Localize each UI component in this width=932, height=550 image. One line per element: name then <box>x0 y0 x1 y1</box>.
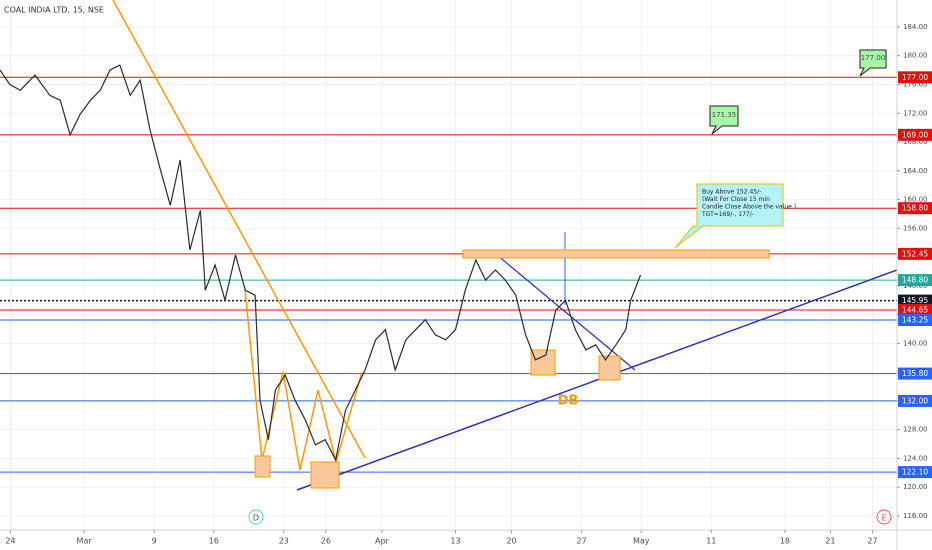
price-level-label: 132.00 <box>902 396 928 405</box>
callout-text: Candle Close Above the value ) <box>702 204 796 211</box>
y-tick-label: 172.00 <box>903 109 928 117</box>
target-label: 177.00 <box>861 54 886 62</box>
zone <box>598 355 621 381</box>
price-level-label: 169.00 <box>902 130 928 139</box>
callout-text: Buy Above 152.45/- <box>702 189 761 196</box>
x-tick-label: 21 <box>825 537 835 546</box>
x-tick-label: 27 <box>577 537 587 546</box>
y-tick-label: 184.00 <box>903 23 928 31</box>
price-level-badge <box>898 128 932 141</box>
price-level-label: 148.80 <box>902 276 928 285</box>
event-label: E <box>881 514 886 523</box>
x-tick-label: 9 <box>152 537 157 546</box>
y-tick-label: 124.00 <box>903 454 928 462</box>
zone <box>530 349 556 376</box>
x-tick-label: 18 <box>780 537 790 546</box>
y-tick-label: 116.00 <box>903 512 928 520</box>
levels <box>0 76 897 473</box>
zone <box>310 461 340 489</box>
price-level-badge <box>898 294 932 307</box>
price-level-badge <box>898 202 932 215</box>
target-label: 171.35 <box>712 111 737 119</box>
y-tick-label: 168.00 <box>903 138 928 146</box>
y-tick-label: 164.00 <box>903 167 928 175</box>
price-level-label: 122.10 <box>902 468 928 477</box>
price-level-badge <box>898 367 932 380</box>
price-level-badge <box>898 394 932 407</box>
callout-text: TGT=169/-, 177/- <box>701 211 754 218</box>
price-level-badge <box>898 303 932 316</box>
plot <box>0 64 642 462</box>
zone <box>254 455 271 478</box>
price-level-label: 135.80 <box>902 369 928 378</box>
axes: 116.00120.00124.00128.00132.00136.00140.… <box>5 23 932 546</box>
chart-title: COAL INDIA LTD, 15, NSE <box>4 6 104 15</box>
y-tick-label: 176.00 <box>903 80 928 88</box>
pattern-label: DB <box>558 394 579 409</box>
price-level-badge <box>898 71 932 84</box>
x-tick-label: 24 <box>5 537 15 546</box>
price-level-badge <box>898 466 932 479</box>
target-bubble <box>859 49 887 77</box>
y-tick-label: 156.00 <box>903 224 928 232</box>
x-tick-label: 20 <box>506 537 516 546</box>
x-tick-label: 11 <box>706 537 716 546</box>
trendline <box>296 269 898 491</box>
x-tick-label: 23 <box>279 537 289 546</box>
price-level-badge <box>898 247 932 260</box>
x-tick-label: 26 <box>321 537 331 546</box>
event-marker <box>876 509 892 525</box>
x-tick-label: Mar <box>77 537 93 546</box>
price-level-label: 177.00 <box>902 73 928 82</box>
callout: Buy Above 152.45/-(Wait For Close 15 min… <box>701 189 796 219</box>
y-tick-label: 140.00 <box>903 339 928 347</box>
callout-box <box>674 183 784 249</box>
x-tick-label: Apr <box>375 537 390 546</box>
price-level-badge <box>898 314 932 327</box>
x-tick-label: May <box>633 537 650 546</box>
event-marker <box>248 509 264 525</box>
y-tick-label: 120.00 <box>903 483 928 491</box>
y-tick-label: 128.00 <box>903 426 928 434</box>
x-tick-label: 13 <box>450 537 460 546</box>
zone <box>462 249 770 259</box>
trendline <box>112 0 366 459</box>
price-level-label: 144.65 <box>902 305 928 314</box>
drawings <box>112 0 898 491</box>
price-level-label: 158.80 <box>902 204 928 213</box>
price-level-label: 152.45 <box>902 249 928 258</box>
grid <box>0 0 897 530</box>
price-level-label: 143.25 <box>902 316 928 325</box>
event-label: D <box>253 514 259 523</box>
price-level-badge <box>898 274 932 287</box>
y-tick-label: 180.00 <box>903 52 928 60</box>
target-bubble <box>709 105 739 135</box>
price-level-label: 145.95 <box>902 296 928 305</box>
callout-text: (Wait For Close 15 min <box>702 196 770 203</box>
x-tick-label: 27 <box>867 537 877 546</box>
price-line <box>0 64 642 462</box>
x-tick-label: 16 <box>209 537 219 546</box>
y-tick-label: 160.00 <box>903 196 928 204</box>
